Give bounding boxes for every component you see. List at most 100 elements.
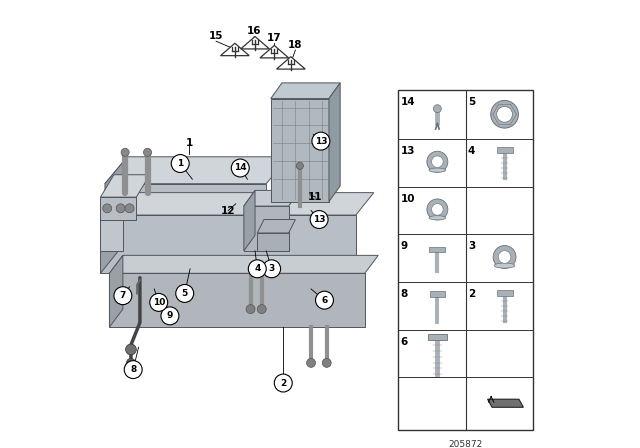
- Text: 7: 7: [120, 291, 126, 300]
- Circle shape: [431, 204, 443, 215]
- Text: 4: 4: [468, 146, 476, 156]
- Circle shape: [307, 358, 316, 367]
- Text: 8: 8: [130, 365, 136, 374]
- Polygon shape: [105, 157, 127, 215]
- Polygon shape: [244, 190, 255, 251]
- Circle shape: [124, 361, 142, 379]
- Circle shape: [150, 293, 168, 311]
- Circle shape: [493, 246, 516, 268]
- Text: 18: 18: [288, 40, 303, 50]
- Circle shape: [275, 374, 292, 392]
- Polygon shape: [100, 193, 374, 215]
- Polygon shape: [244, 206, 289, 251]
- FancyBboxPatch shape: [497, 147, 513, 153]
- Polygon shape: [100, 193, 118, 273]
- Circle shape: [161, 307, 179, 325]
- Text: 6: 6: [401, 336, 408, 347]
- Circle shape: [312, 132, 330, 150]
- Ellipse shape: [429, 168, 446, 172]
- Circle shape: [316, 291, 333, 309]
- Circle shape: [497, 106, 513, 122]
- Circle shape: [433, 105, 442, 112]
- Circle shape: [121, 148, 129, 156]
- Circle shape: [102, 204, 111, 213]
- Circle shape: [125, 204, 134, 213]
- Text: 4: 4: [254, 264, 260, 273]
- Polygon shape: [271, 83, 340, 99]
- Text: 8: 8: [401, 289, 408, 299]
- Text: 13: 13: [313, 215, 325, 224]
- Polygon shape: [100, 197, 136, 220]
- FancyBboxPatch shape: [497, 290, 513, 296]
- Polygon shape: [100, 197, 132, 215]
- Circle shape: [296, 162, 303, 169]
- Text: 2: 2: [468, 289, 475, 299]
- Circle shape: [427, 151, 448, 172]
- Text: 1: 1: [186, 138, 193, 148]
- Text: 14: 14: [234, 164, 246, 172]
- Text: 9: 9: [401, 241, 408, 251]
- Circle shape: [172, 155, 189, 172]
- Circle shape: [114, 287, 132, 305]
- Text: 2: 2: [280, 379, 286, 388]
- Circle shape: [125, 344, 136, 355]
- Polygon shape: [100, 215, 356, 273]
- Text: 10: 10: [401, 194, 415, 203]
- Text: 15: 15: [209, 31, 223, 41]
- Circle shape: [143, 148, 152, 156]
- Text: 5: 5: [468, 97, 475, 107]
- Circle shape: [127, 358, 136, 367]
- Text: 205872: 205872: [449, 440, 483, 448]
- Circle shape: [257, 305, 266, 314]
- Circle shape: [427, 199, 448, 220]
- Circle shape: [262, 260, 280, 278]
- Circle shape: [499, 251, 511, 263]
- FancyBboxPatch shape: [398, 90, 533, 430]
- Polygon shape: [109, 273, 365, 327]
- Polygon shape: [257, 220, 296, 233]
- Text: 5: 5: [182, 289, 188, 298]
- Polygon shape: [329, 83, 340, 202]
- Text: 14: 14: [401, 97, 415, 107]
- Polygon shape: [271, 99, 329, 202]
- Text: 12: 12: [221, 206, 236, 215]
- Circle shape: [491, 100, 518, 128]
- Circle shape: [246, 305, 255, 314]
- Circle shape: [176, 284, 194, 302]
- Polygon shape: [244, 190, 300, 206]
- Polygon shape: [257, 233, 289, 251]
- Text: 11: 11: [308, 192, 323, 202]
- Text: 3: 3: [269, 264, 275, 273]
- Text: 13: 13: [315, 137, 327, 146]
- Polygon shape: [221, 43, 249, 56]
- Text: 16: 16: [247, 26, 261, 36]
- Polygon shape: [488, 399, 524, 407]
- Text: 6: 6: [321, 296, 328, 305]
- Text: 1: 1: [177, 159, 183, 168]
- Text: 3: 3: [468, 241, 475, 251]
- Text: 9: 9: [167, 311, 173, 320]
- Polygon shape: [109, 255, 378, 273]
- Circle shape: [322, 358, 332, 367]
- Polygon shape: [100, 215, 123, 251]
- Polygon shape: [241, 37, 269, 49]
- Text: 10: 10: [152, 298, 165, 307]
- Circle shape: [231, 159, 249, 177]
- Polygon shape: [105, 184, 266, 215]
- Ellipse shape: [429, 216, 446, 220]
- Polygon shape: [276, 57, 305, 69]
- Polygon shape: [109, 255, 123, 327]
- Circle shape: [116, 204, 125, 213]
- Polygon shape: [100, 175, 150, 197]
- FancyBboxPatch shape: [429, 247, 445, 252]
- Circle shape: [248, 260, 266, 278]
- Polygon shape: [260, 46, 289, 58]
- Polygon shape: [105, 157, 289, 184]
- FancyBboxPatch shape: [428, 334, 447, 340]
- FancyBboxPatch shape: [430, 291, 445, 297]
- Circle shape: [431, 156, 443, 168]
- Text: 17: 17: [267, 33, 282, 43]
- Circle shape: [310, 211, 328, 228]
- Text: 13: 13: [401, 146, 415, 156]
- Ellipse shape: [494, 263, 515, 268]
